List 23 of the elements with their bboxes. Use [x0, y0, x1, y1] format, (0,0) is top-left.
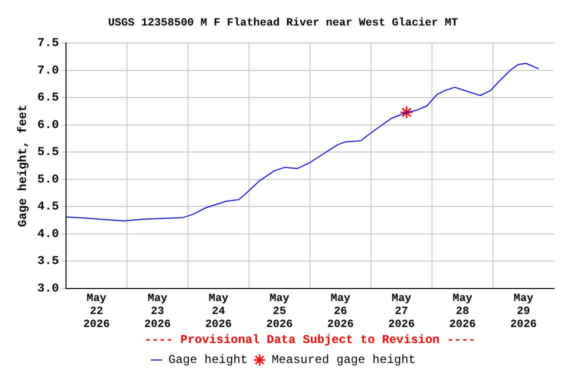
y-tick-label: 5.0 — [37, 172, 60, 186]
chart-title: USGS 12358500 M F Flathead River near West Glacier MT — [108, 17, 458, 30]
y-axis-title: Gage height, feet — [16, 104, 30, 228]
x-tick-label: May 26 2026 — [327, 292, 354, 332]
y-tick-label: 4.0 — [37, 226, 60, 241]
y-tick-label: 3.5 — [37, 254, 60, 268]
y-tick-label: 6.5 — [37, 90, 60, 105]
y-tick-label: 7.0 — [37, 63, 60, 78]
y-tick-label: 4.5 — [37, 200, 60, 214]
y-tick-label: 6.0 — [37, 118, 60, 132]
legend-label: Measured gage height — [272, 353, 416, 368]
x-tick-label: May 29 2026 — [510, 292, 537, 332]
legend-label: Gage height — [168, 353, 248, 368]
y-tick-label: 7.5 — [37, 36, 60, 50]
x-tick-label: May 22 2026 — [83, 292, 110, 332]
x-tick-label: May 27 2026 — [388, 292, 415, 332]
x-tick-label: May 28 2026 — [449, 292, 476, 332]
x-tick-label: May 23 2026 — [144, 292, 171, 332]
y-tick-label: 5.5 — [37, 145, 60, 160]
y-tick-label: 3.0 — [37, 281, 60, 296]
x-tick-label: May 24 2026 — [205, 292, 232, 332]
text: ---- Provisional Data Subject to Revision ---- — [144, 333, 476, 348]
x-tick-label: May 25 2026 — [266, 292, 293, 332]
